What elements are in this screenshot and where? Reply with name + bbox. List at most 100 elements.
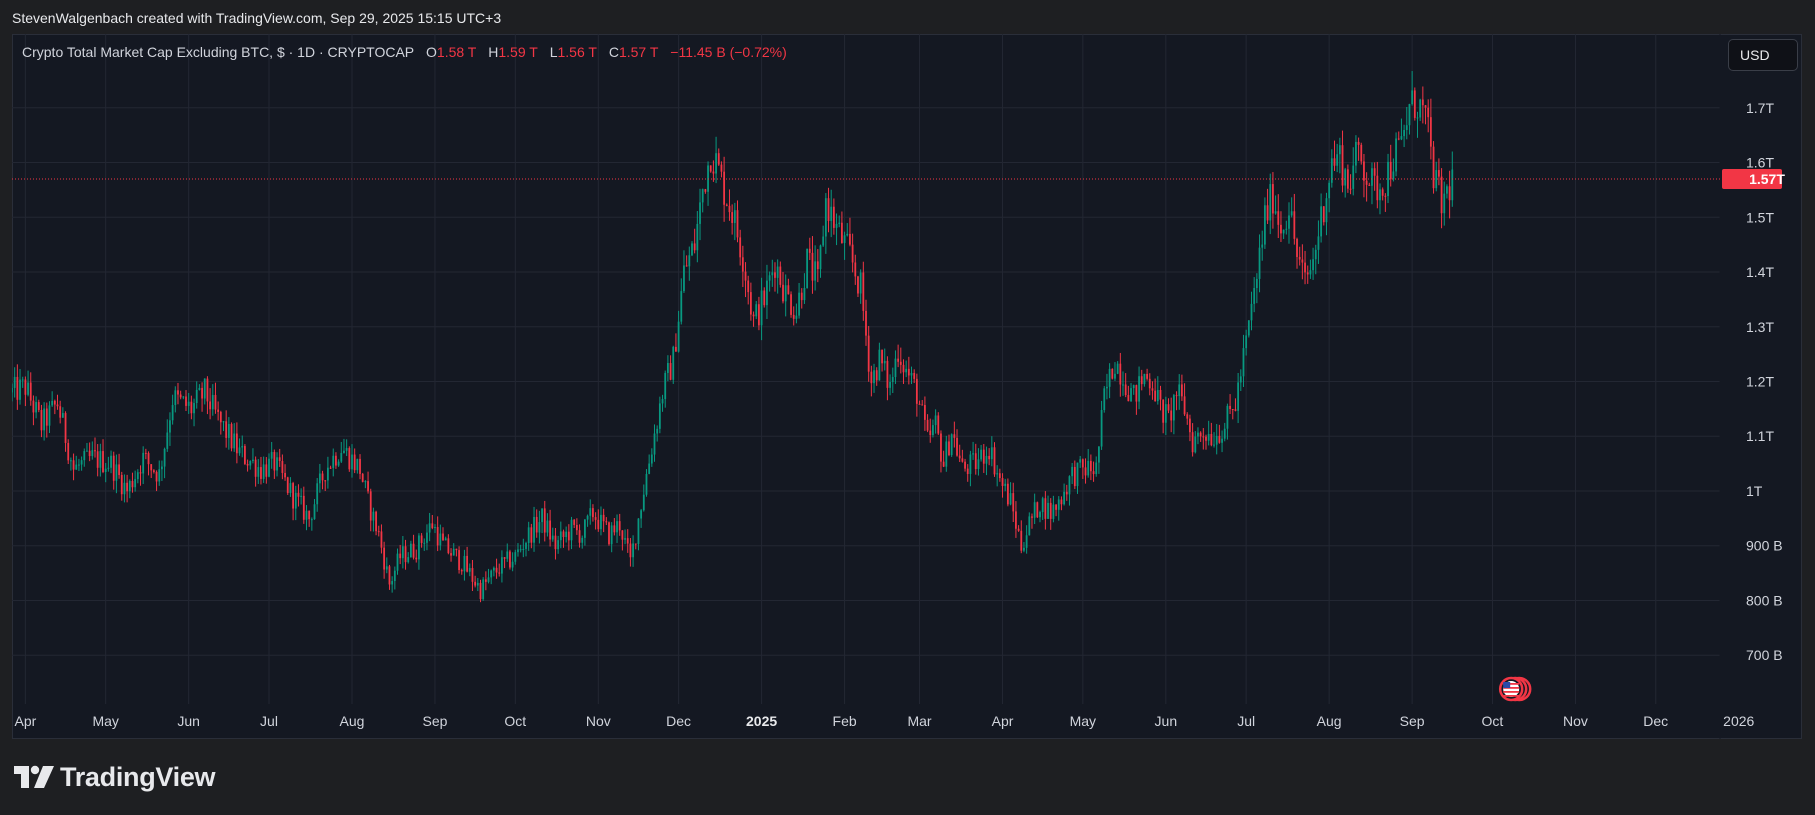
candle-body (142, 452, 145, 474)
candle-body (1306, 272, 1309, 275)
candle-body (294, 492, 297, 509)
candle-body (1440, 176, 1443, 214)
candle-body (814, 261, 817, 281)
candle-body (744, 271, 747, 281)
candle-body (841, 222, 843, 243)
candle-body (1135, 385, 1138, 402)
brand-wordmark: TradingView (60, 761, 216, 792)
candle-body (254, 459, 257, 477)
candle-body (720, 164, 723, 172)
candle-body (1039, 512, 1041, 518)
candle-body (1114, 373, 1116, 379)
candle-body (519, 549, 522, 551)
candle-body (1025, 535, 1028, 548)
candle-body (666, 363, 669, 373)
candle-body (1234, 409, 1237, 411)
candle-body (447, 538, 450, 554)
candle-body (808, 248, 811, 253)
candle-body (1167, 404, 1170, 411)
candle-body (581, 537, 584, 543)
candle-body (586, 515, 589, 520)
candle-body (415, 557, 418, 560)
candle-body (230, 424, 233, 449)
candle-body (1239, 376, 1242, 383)
candle-body (522, 548, 525, 550)
us-flag-stripe (1503, 691, 1520, 693)
candle-body (768, 275, 771, 281)
candle-body (1368, 184, 1371, 186)
candle-body (913, 372, 916, 379)
candlestick-chart[interactable]: 700 B 800 B 900 B 1T 1.1T 1.2T 1.3T 1.4T 1.5T 1.6… (12, 34, 1802, 739)
candle-body (1443, 193, 1446, 214)
y-tick-label: 1.7T (1746, 100, 1774, 116)
candle-body (1253, 287, 1256, 304)
candle-body (1333, 158, 1336, 166)
candle-body (849, 233, 851, 245)
candle-body (409, 543, 412, 558)
candle-body (1162, 399, 1165, 423)
candle-body (80, 460, 83, 465)
candle-body (1263, 205, 1266, 245)
candle-body (1379, 189, 1381, 201)
candle-body (915, 378, 918, 404)
last-price-label: 1.57T (1749, 171, 1785, 187)
candle-body (792, 314, 795, 319)
y-tick-label: 1.6T (1746, 155, 1774, 171)
legend-low: 1.56 T (557, 44, 597, 60)
candle-body (1210, 433, 1213, 446)
candle-body (75, 464, 78, 470)
candle-body (942, 461, 945, 467)
candle-body (1004, 483, 1007, 486)
candle-body (774, 272, 776, 278)
y-tick-label: 900 B (1746, 538, 1783, 554)
candle-body (610, 525, 613, 545)
candle-body (1298, 256, 1301, 260)
candle-body (348, 448, 351, 470)
candle-body (273, 452, 276, 471)
chart-panel[interactable] (12, 34, 1802, 739)
candle-body (1191, 432, 1194, 453)
currency-button[interactable]: USD (1728, 39, 1798, 71)
x-tick-label: Jul (260, 713, 278, 729)
candle-body (337, 461, 340, 466)
candle-body (1119, 363, 1122, 385)
x-tick-label: Apr (14, 713, 36, 729)
candle-body (859, 272, 862, 294)
candle-body (527, 527, 530, 543)
candle-body (1325, 198, 1328, 223)
x-tick-label: Aug (340, 713, 365, 729)
candle-body (1285, 228, 1288, 230)
x-tick-label: Dec (1643, 713, 1668, 729)
candle-body (725, 204, 728, 206)
candle-body (1081, 459, 1084, 468)
candle-body (1266, 205, 1269, 221)
candle-body (1392, 171, 1395, 180)
candle-body (1001, 478, 1004, 486)
candle-body (217, 409, 220, 412)
candle-body (35, 402, 37, 413)
candle-body (832, 206, 835, 228)
candle-body (1242, 348, 1245, 377)
candle-body (998, 473, 1001, 479)
us-flag-stripe (1503, 695, 1520, 697)
candle-body (688, 255, 691, 267)
y-tick-label: 1.4T (1746, 264, 1774, 280)
candle-body (206, 378, 209, 402)
y-tick-label: 800 B (1746, 592, 1783, 608)
candle-body (1202, 436, 1205, 438)
candle-body (1100, 410, 1103, 447)
candle-body (404, 546, 407, 563)
candle-body (658, 403, 661, 429)
x-tick-label: 2026 (1723, 713, 1754, 729)
candle-body (1207, 433, 1210, 441)
candle-body (1314, 249, 1317, 260)
candle-body (474, 581, 477, 586)
candle-body (1403, 129, 1406, 137)
candle-body (104, 468, 107, 473)
candle-body (391, 581, 394, 585)
candle-body (626, 538, 629, 544)
candle-body (193, 403, 195, 414)
candle-body (592, 508, 594, 518)
candle-body (83, 451, 86, 461)
last-price-badge (1722, 168, 1782, 189)
